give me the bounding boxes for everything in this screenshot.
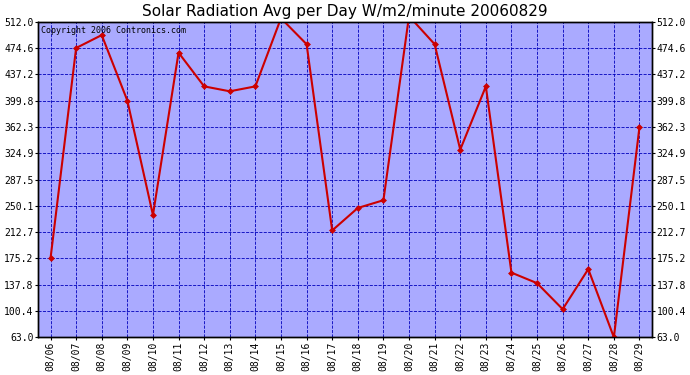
Title: Solar Radiation Avg per Day W/m2/minute 20060829: Solar Radiation Avg per Day W/m2/minute …: [142, 4, 548, 19]
Text: Copyright 2006 Contronics.com: Copyright 2006 Contronics.com: [41, 27, 186, 36]
